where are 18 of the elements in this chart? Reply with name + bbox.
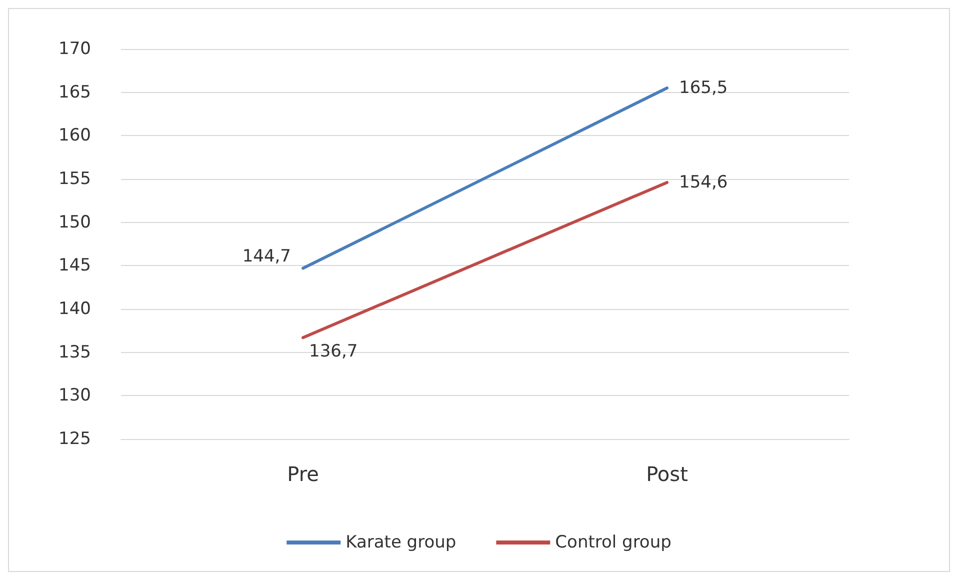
- data-label: 144,7: [242, 246, 291, 266]
- y-tick-label: 165: [58, 82, 91, 102]
- y-tick-label: 155: [58, 169, 91, 189]
- legend-label: Karate group: [346, 532, 456, 552]
- data-label: 165,5: [679, 78, 728, 98]
- data-label: 136,7: [309, 342, 358, 362]
- y-tick-label: 130: [58, 386, 91, 406]
- y-tick-label: 170: [58, 39, 91, 59]
- y-tick-label: 150: [58, 212, 91, 232]
- x-tick-label: Post: [646, 462, 688, 486]
- y-tick-label: 125: [58, 429, 91, 449]
- y-tick-label: 145: [58, 256, 91, 276]
- legend-label: Control group: [555, 532, 672, 552]
- y-tick-label: 140: [58, 299, 91, 319]
- y-tick-label: 160: [58, 126, 91, 146]
- y-tick-label: 135: [58, 342, 91, 362]
- x-tick-label: Pre: [287, 462, 319, 486]
- data-label: 154,6: [679, 172, 728, 192]
